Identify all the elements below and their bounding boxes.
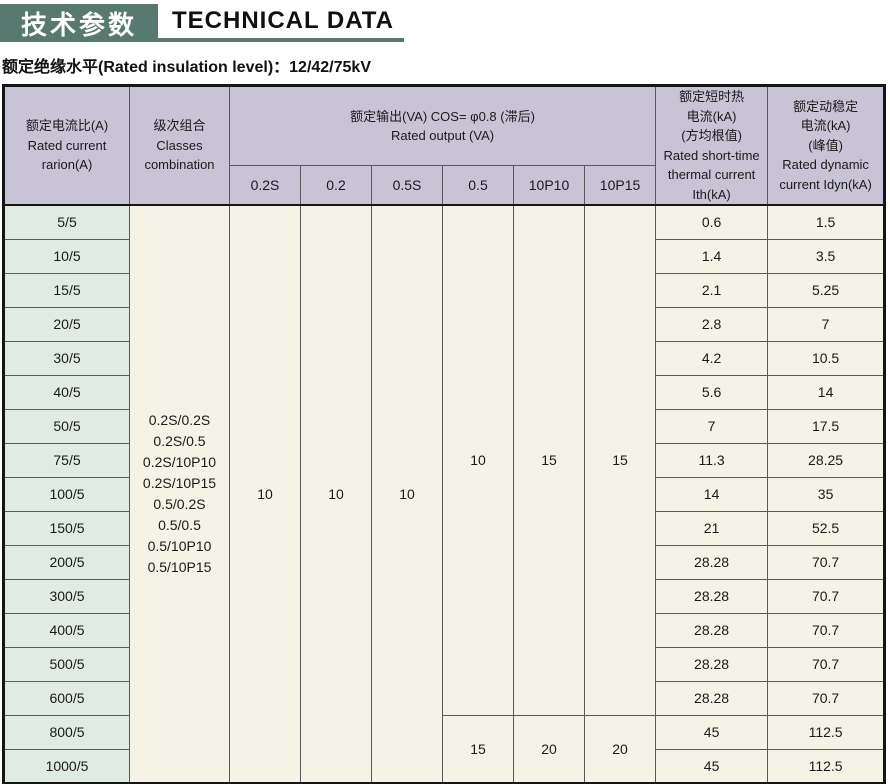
ith-cell: 2.8	[655, 306, 769, 342]
ith-cell: 11.3	[655, 442, 769, 478]
header-classes-combination: 级次组合 Classes combination	[129, 85, 230, 206]
ith-cell: 45	[655, 714, 769, 750]
idyn-cell: 14	[767, 374, 886, 410]
ith-cell: 14	[655, 476, 769, 512]
ratio-cell: 10/5	[3, 238, 130, 274]
idyn-cell: 5.25	[767, 272, 886, 308]
idyn-cell: 35	[767, 476, 886, 512]
table-row: 5/5 0.2S/0.2S 0.2S/0.5 0.2S/10P10 0.2S/1…	[3, 204, 886, 784]
output-10p10-upper-cell: 15	[513, 204, 585, 716]
ratio-cell: 5/5	[3, 204, 130, 240]
ratio-cell: 15/5	[3, 272, 130, 308]
header-dynamic-stable-current: 额定动稳定 电流(kA) (峰值) Rated dynamic current …	[767, 85, 886, 206]
table-row: 10/5 1.4 3.5	[3, 238, 886, 274]
ith-cell: 28.28	[655, 612, 769, 648]
ith-cell: 28.28	[655, 680, 769, 716]
ratio-cell: 150/5	[3, 510, 130, 546]
rated-insulation-level: 额定绝缘水平(Rated insulation level)：12/42/75k…	[2, 59, 371, 76]
idyn-cell: 1.5	[767, 204, 886, 240]
idyn-cell: 10.5	[767, 340, 886, 376]
ith-cell: 1.4	[655, 238, 769, 274]
ratio-cell: 800/5	[3, 714, 130, 750]
ratio-cell: 1000/5	[3, 748, 130, 784]
output-0-5-lower-cell: 15	[442, 714, 514, 784]
title-bar: 技术参数 TECHNICAL DATA	[0, 0, 890, 46]
idyn-cell: 70.7	[767, 680, 886, 716]
ratio-cell: 500/5	[3, 646, 130, 682]
idyn-cell: 28.25	[767, 442, 886, 478]
page-title-chinese: 技术参数	[0, 4, 158, 42]
idyn-cell: 112.5	[767, 748, 886, 784]
technical-data-table: 额定电流比(A) Rated current rarion(A) 级次组合 Cl…	[2, 84, 887, 784]
table-row: 500/5 28.28 70.7	[3, 646, 886, 682]
idyn-cell: 70.7	[767, 612, 886, 648]
ratio-cell: 100/5	[3, 476, 130, 512]
table-row: 200/5 28.28 70.7	[3, 544, 886, 580]
ratio-cell: 30/5	[3, 340, 130, 376]
ith-cell: 28.28	[655, 578, 769, 614]
table-row: 600/5 28.28 70.7	[3, 680, 886, 716]
ith-cell: 2.1	[655, 272, 769, 308]
table-header-row-main: 额定电流比(A) Rated current rarion(A) 级次组合 Cl…	[3, 84, 886, 206]
table-row: 75/5 11.3 28.25	[3, 442, 886, 478]
ith-cell: 28.28	[655, 646, 769, 682]
page-title-english: TECHNICAL DATA	[158, 4, 404, 42]
ith-cell: 28.28	[655, 544, 769, 580]
table-header-row-sub: 0.2S 0.2 0.5S 0.5 10P10 10P15	[4, 165, 885, 206]
idyn-cell: 3.5	[767, 238, 886, 274]
ratio-cell: 20/5	[3, 306, 130, 342]
output-10p10-lower-cell: 20	[513, 714, 585, 784]
ith-cell: 4.2	[655, 340, 769, 376]
ith-cell: 45	[655, 748, 769, 784]
table-row: 15/5 2.1 5.25	[3, 272, 886, 308]
idyn-cell: 112.5	[767, 714, 886, 750]
ith-cell: 5.6	[655, 374, 769, 410]
output-0-5-upper-cell: 10	[442, 204, 514, 716]
table-row: 300/5 28.28 70.7	[3, 578, 886, 614]
ith-cell: 0.6	[655, 204, 769, 240]
output-10p15-upper-cell: 15	[583, 204, 657, 716]
header-rated-current-ratio: 额定电流比(A) Rated current rarion(A)	[3, 85, 130, 206]
ratio-cell: 40/5	[3, 374, 130, 410]
table-row: 20/5 2.8 7	[3, 306, 886, 342]
output-0-2s-cell: 10	[229, 204, 301, 784]
subheader-class-0-2: 0.2	[300, 165, 372, 206]
ratio-cell: 400/5	[3, 612, 130, 648]
table-row: 50/5 7 17.5	[3, 408, 886, 444]
idyn-cell: 7	[767, 306, 886, 342]
subheader-class-0-5s: 0.5S	[371, 165, 443, 206]
table-row: 400/5 28.28 70.7	[3, 612, 886, 648]
idyn-cell: 70.7	[767, 578, 886, 614]
ratio-cell: 200/5	[3, 544, 130, 580]
subheader-class-10p10: 10P10	[513, 165, 585, 206]
table-row: 40/5 5.6 14	[3, 374, 886, 410]
output-0-5s-cell: 10	[371, 204, 443, 784]
header-rated-output-group: 额定输出(VA) COS= φ0.8 (滞后) Rated output (VA…	[228, 84, 657, 167]
idyn-cell: 70.7	[767, 646, 886, 682]
header-short-time-thermal-current: 额定短时热 电流(kA) (方均根值) Rated short-time the…	[655, 85, 769, 206]
ratio-cell: 600/5	[3, 680, 130, 716]
ith-cell: 21	[655, 510, 769, 546]
classes-combination-cell: 0.2S/0.2S 0.2S/0.5 0.2S/10P10 0.2S/10P15…	[129, 204, 230, 784]
idyn-cell: 17.5	[767, 408, 886, 444]
subheader-class-10p15: 10P15	[583, 165, 657, 206]
subheader-class-0-5: 0.5	[442, 165, 514, 206]
table-row: 150/5 21 52.5	[3, 510, 886, 546]
ratio-cell: 50/5	[3, 408, 130, 444]
output-10p15-lower-cell: 20	[583, 714, 657, 784]
output-0-2-cell: 10	[300, 204, 372, 784]
subheader-class-0-2s: 0.2S	[229, 165, 301, 206]
table-row: 800/5 15 20 20 45 112.5	[3, 714, 886, 784]
table-row: 30/5 4.2 10.5	[3, 340, 886, 376]
ith-cell: 7	[655, 408, 769, 444]
ratio-cell: 75/5	[3, 442, 130, 478]
idyn-cell: 52.5	[767, 510, 886, 546]
ratio-cell: 300/5	[3, 578, 130, 614]
idyn-cell: 70.7	[767, 544, 886, 580]
table-row: 1000/5 45 112.5	[3, 748, 886, 784]
